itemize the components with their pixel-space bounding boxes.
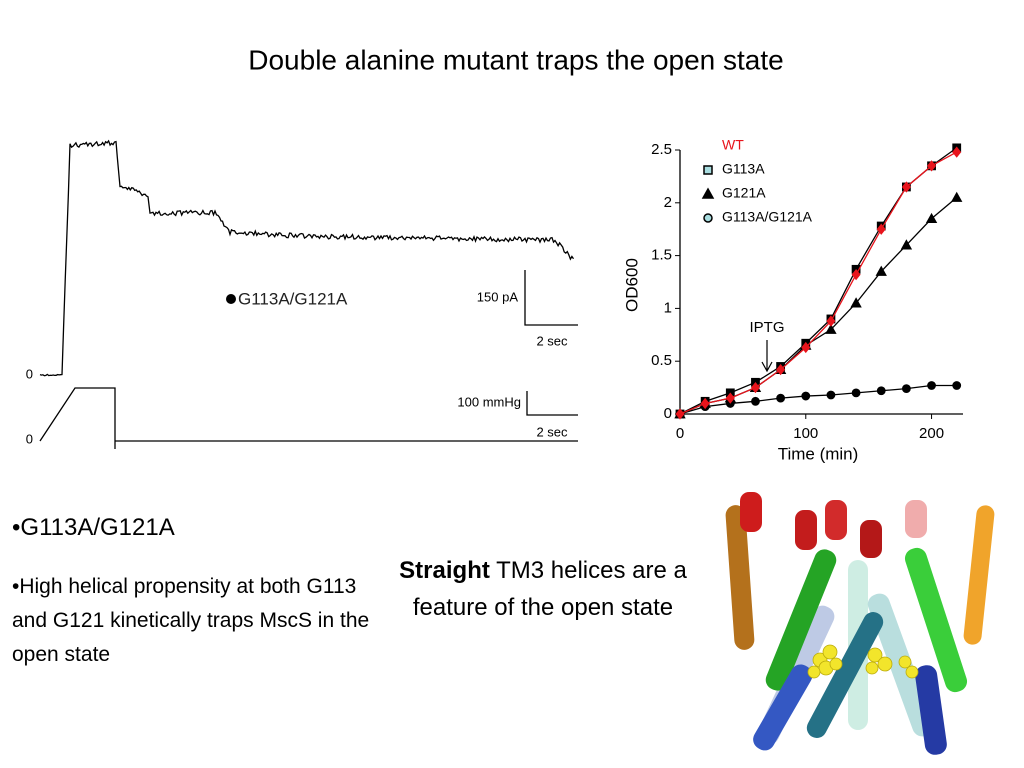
residues xyxy=(807,644,919,679)
y-axis-label: OD600 xyxy=(622,258,641,312)
data-point xyxy=(876,386,886,396)
data-point xyxy=(851,268,861,281)
growth-chart: Time (min) OD600 IPTG 0 0.5 1 1.5 2 2.5 0 100 20… xyxy=(622,137,963,463)
y-tick-label: 2.5 xyxy=(651,141,672,158)
helix xyxy=(963,505,995,645)
helix xyxy=(753,664,813,751)
data-point xyxy=(776,364,786,376)
legend-marker xyxy=(703,213,713,223)
data-point xyxy=(850,297,862,308)
data-point xyxy=(927,160,937,172)
data-point xyxy=(750,381,760,394)
helix xyxy=(795,510,817,550)
legend-marker xyxy=(703,165,713,175)
helix xyxy=(825,500,847,540)
x-axis-label: Time (min) xyxy=(778,444,859,463)
mutant-label: G113A/G121A xyxy=(238,289,348,308)
legend-label: WT xyxy=(722,137,744,153)
bullet: •High helical propensity at both G113 an… xyxy=(12,575,370,666)
data-point xyxy=(901,181,911,193)
data-point xyxy=(826,390,836,400)
scale-label: 2 sec xyxy=(536,424,568,439)
current-trace xyxy=(39,139,575,377)
data-point xyxy=(700,397,710,410)
scale-label: 100 mmHg xyxy=(457,394,521,409)
annotation-arrow xyxy=(761,340,773,373)
data-point xyxy=(675,408,685,420)
data-point xyxy=(925,212,938,224)
helix xyxy=(806,612,884,738)
x-tick-label: 200 xyxy=(919,425,944,442)
data-point xyxy=(951,191,963,202)
helix xyxy=(904,547,968,693)
caption-bold: Straight xyxy=(399,557,490,584)
data-point xyxy=(776,393,786,403)
data-point xyxy=(952,146,962,158)
y-tick-label: 2 xyxy=(664,194,672,211)
data-point xyxy=(875,265,887,276)
pressure-trace xyxy=(39,387,578,449)
helix xyxy=(915,665,947,755)
scale-label: 2 sec xyxy=(536,333,568,348)
x-tick-label: 100 xyxy=(793,425,818,442)
scale-bar xyxy=(524,270,578,326)
data-point xyxy=(751,396,760,406)
legend-label: G121A xyxy=(722,185,766,201)
helix xyxy=(740,492,762,532)
trace-panel: 0 0 G113A/G121A 150 pA 2 sec 100 mmHg 2 … xyxy=(26,139,578,449)
label-dot xyxy=(226,294,236,304)
data-point xyxy=(876,223,886,235)
protein-structure xyxy=(725,492,995,755)
data-point xyxy=(725,392,735,404)
slide-title: Double alanine mutant traps the open sta… xyxy=(248,44,783,75)
data-point xyxy=(801,341,811,354)
caption-text: TM3 helices are a feature of the open st… xyxy=(412,557,687,621)
annotation: IPTG xyxy=(749,319,784,336)
y-tick-label: 1 xyxy=(664,299,672,316)
data-point xyxy=(900,239,913,250)
data-point xyxy=(952,381,962,390)
helix xyxy=(860,520,882,558)
y-tick-label: 0.5 xyxy=(651,352,672,369)
data-point xyxy=(927,381,936,390)
zero-label: 0 xyxy=(26,431,33,446)
data-point xyxy=(826,315,836,327)
y-tick-label: 0 xyxy=(664,405,672,422)
legend-label: G113A/G121A xyxy=(722,209,813,225)
legend-marker xyxy=(701,187,715,199)
data-point xyxy=(801,391,811,401)
x-tick-label: 0 xyxy=(676,425,684,442)
data-point xyxy=(902,384,911,394)
bullet: •G113A/G121A xyxy=(12,514,175,541)
y-tick-label: 1.5 xyxy=(651,247,672,264)
scale-bar xyxy=(526,391,578,416)
scale-label: 150 pA xyxy=(477,289,519,304)
zero-label: 0 xyxy=(26,366,33,381)
caption: Straight TM3 helices are a feature of th… xyxy=(390,552,696,626)
legend-label: G113A xyxy=(722,161,765,177)
data-point xyxy=(825,323,837,334)
helix xyxy=(905,500,927,538)
helix xyxy=(765,549,837,691)
series-line xyxy=(679,197,958,415)
helix xyxy=(725,505,755,650)
series-line xyxy=(679,151,958,415)
data-point xyxy=(851,388,861,398)
